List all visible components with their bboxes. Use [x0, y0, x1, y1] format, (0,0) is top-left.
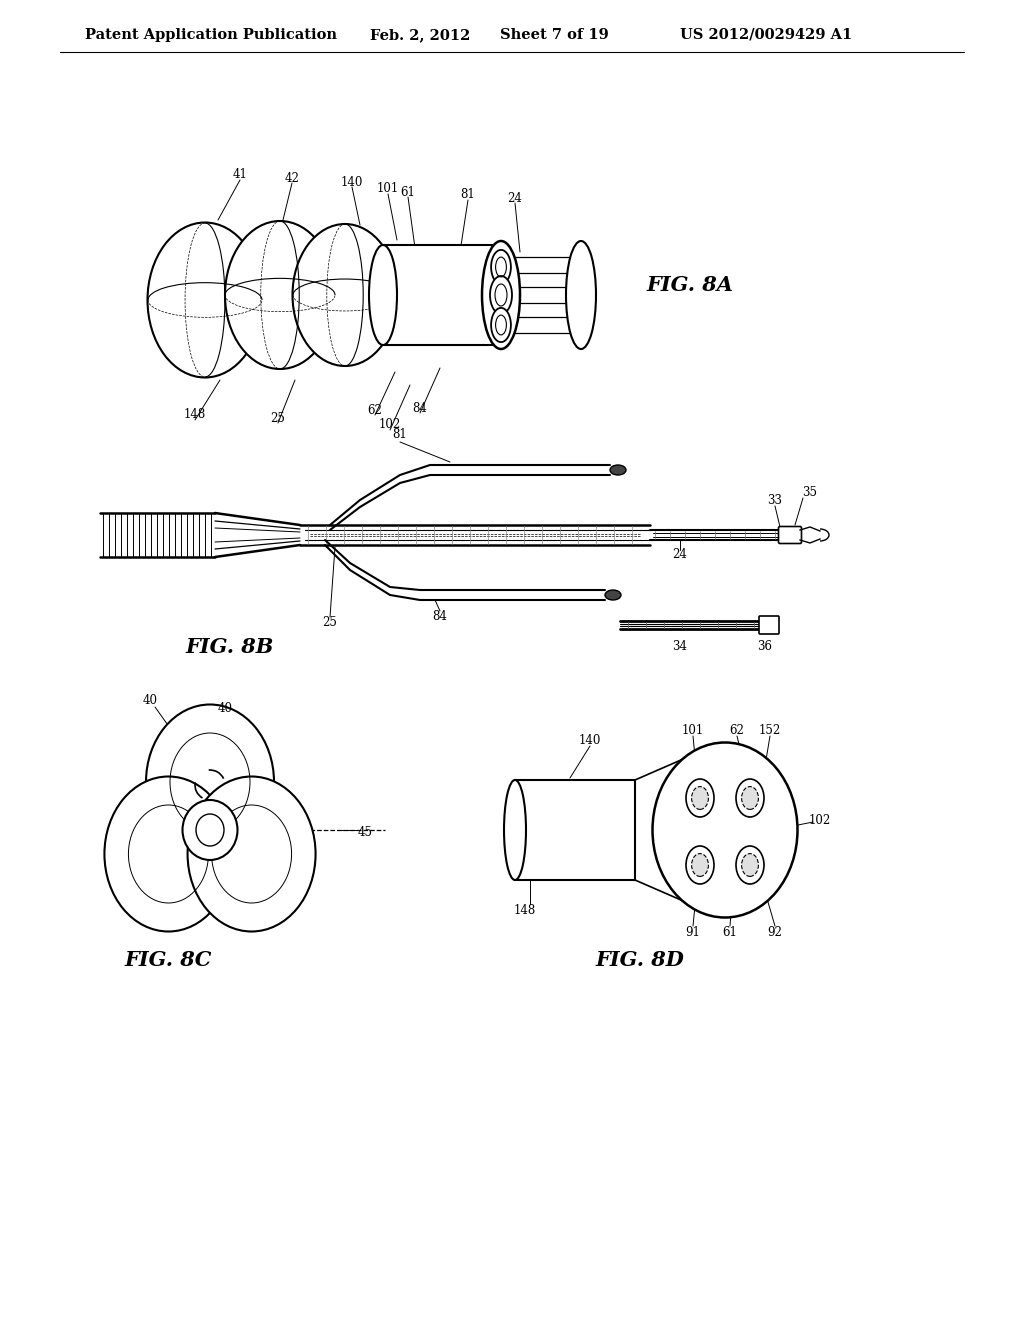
Ellipse shape: [736, 779, 764, 817]
Text: 148: 148: [184, 408, 206, 421]
Text: FIG. 8A: FIG. 8A: [646, 275, 733, 294]
Ellipse shape: [492, 308, 511, 342]
Text: 148: 148: [514, 903, 537, 916]
Ellipse shape: [293, 224, 397, 366]
Ellipse shape: [566, 242, 596, 348]
Text: 40: 40: [217, 701, 232, 714]
Ellipse shape: [187, 776, 315, 932]
Ellipse shape: [504, 780, 526, 880]
Text: 81: 81: [461, 189, 475, 202]
Text: 40: 40: [142, 693, 158, 706]
Text: 62: 62: [368, 404, 382, 417]
Text: US 2012/0029429 A1: US 2012/0029429 A1: [680, 28, 852, 42]
Text: 61: 61: [723, 925, 737, 939]
Ellipse shape: [686, 846, 714, 884]
Ellipse shape: [736, 846, 764, 884]
Ellipse shape: [225, 220, 335, 370]
Text: 152: 152: [759, 723, 781, 737]
Text: FIG. 8C: FIG. 8C: [124, 950, 212, 970]
Text: 84: 84: [432, 610, 447, 623]
Text: 61: 61: [400, 186, 416, 198]
Ellipse shape: [482, 242, 520, 348]
Text: 62: 62: [729, 723, 744, 737]
Text: 33: 33: [768, 494, 782, 507]
Text: 25: 25: [323, 616, 338, 630]
Text: FIG. 8B: FIG. 8B: [185, 638, 274, 657]
Ellipse shape: [492, 249, 511, 284]
Text: 102: 102: [379, 418, 401, 432]
Ellipse shape: [686, 779, 714, 817]
Text: 34: 34: [673, 640, 687, 653]
Ellipse shape: [610, 465, 626, 475]
Ellipse shape: [691, 787, 709, 809]
Text: 35: 35: [803, 487, 817, 499]
Text: Feb. 2, 2012: Feb. 2, 2012: [370, 28, 470, 42]
Bar: [383, 246, 501, 345]
Text: 24: 24: [508, 191, 522, 205]
Text: 102: 102: [809, 813, 831, 826]
Text: 41: 41: [232, 169, 248, 181]
Text: 101: 101: [377, 182, 399, 195]
Ellipse shape: [369, 246, 397, 345]
Text: 84: 84: [413, 401, 427, 414]
Text: 36: 36: [758, 640, 772, 653]
Text: 92: 92: [768, 925, 782, 939]
Ellipse shape: [741, 854, 759, 876]
Text: FIG. 8D: FIG. 8D: [596, 950, 684, 970]
Text: 45: 45: [357, 826, 373, 840]
Text: Patent Application Publication: Patent Application Publication: [85, 28, 337, 42]
Ellipse shape: [691, 854, 709, 876]
Ellipse shape: [196, 814, 224, 846]
Ellipse shape: [741, 787, 759, 809]
Text: 140: 140: [579, 734, 601, 747]
Bar: [515, 780, 635, 880]
Ellipse shape: [146, 705, 274, 859]
Ellipse shape: [490, 276, 512, 314]
Text: 101: 101: [682, 723, 705, 737]
Ellipse shape: [652, 742, 798, 917]
Ellipse shape: [104, 776, 232, 932]
Text: 91: 91: [685, 925, 700, 939]
Text: 81: 81: [392, 429, 408, 441]
Text: 25: 25: [270, 412, 286, 425]
Text: 140: 140: [341, 176, 364, 189]
Ellipse shape: [147, 223, 262, 378]
Ellipse shape: [605, 590, 621, 601]
Text: Sheet 7 of 19: Sheet 7 of 19: [500, 28, 608, 42]
FancyBboxPatch shape: [778, 527, 802, 544]
Text: 42: 42: [285, 172, 299, 185]
Ellipse shape: [182, 800, 238, 861]
FancyBboxPatch shape: [759, 616, 779, 634]
Text: 24: 24: [673, 549, 687, 561]
